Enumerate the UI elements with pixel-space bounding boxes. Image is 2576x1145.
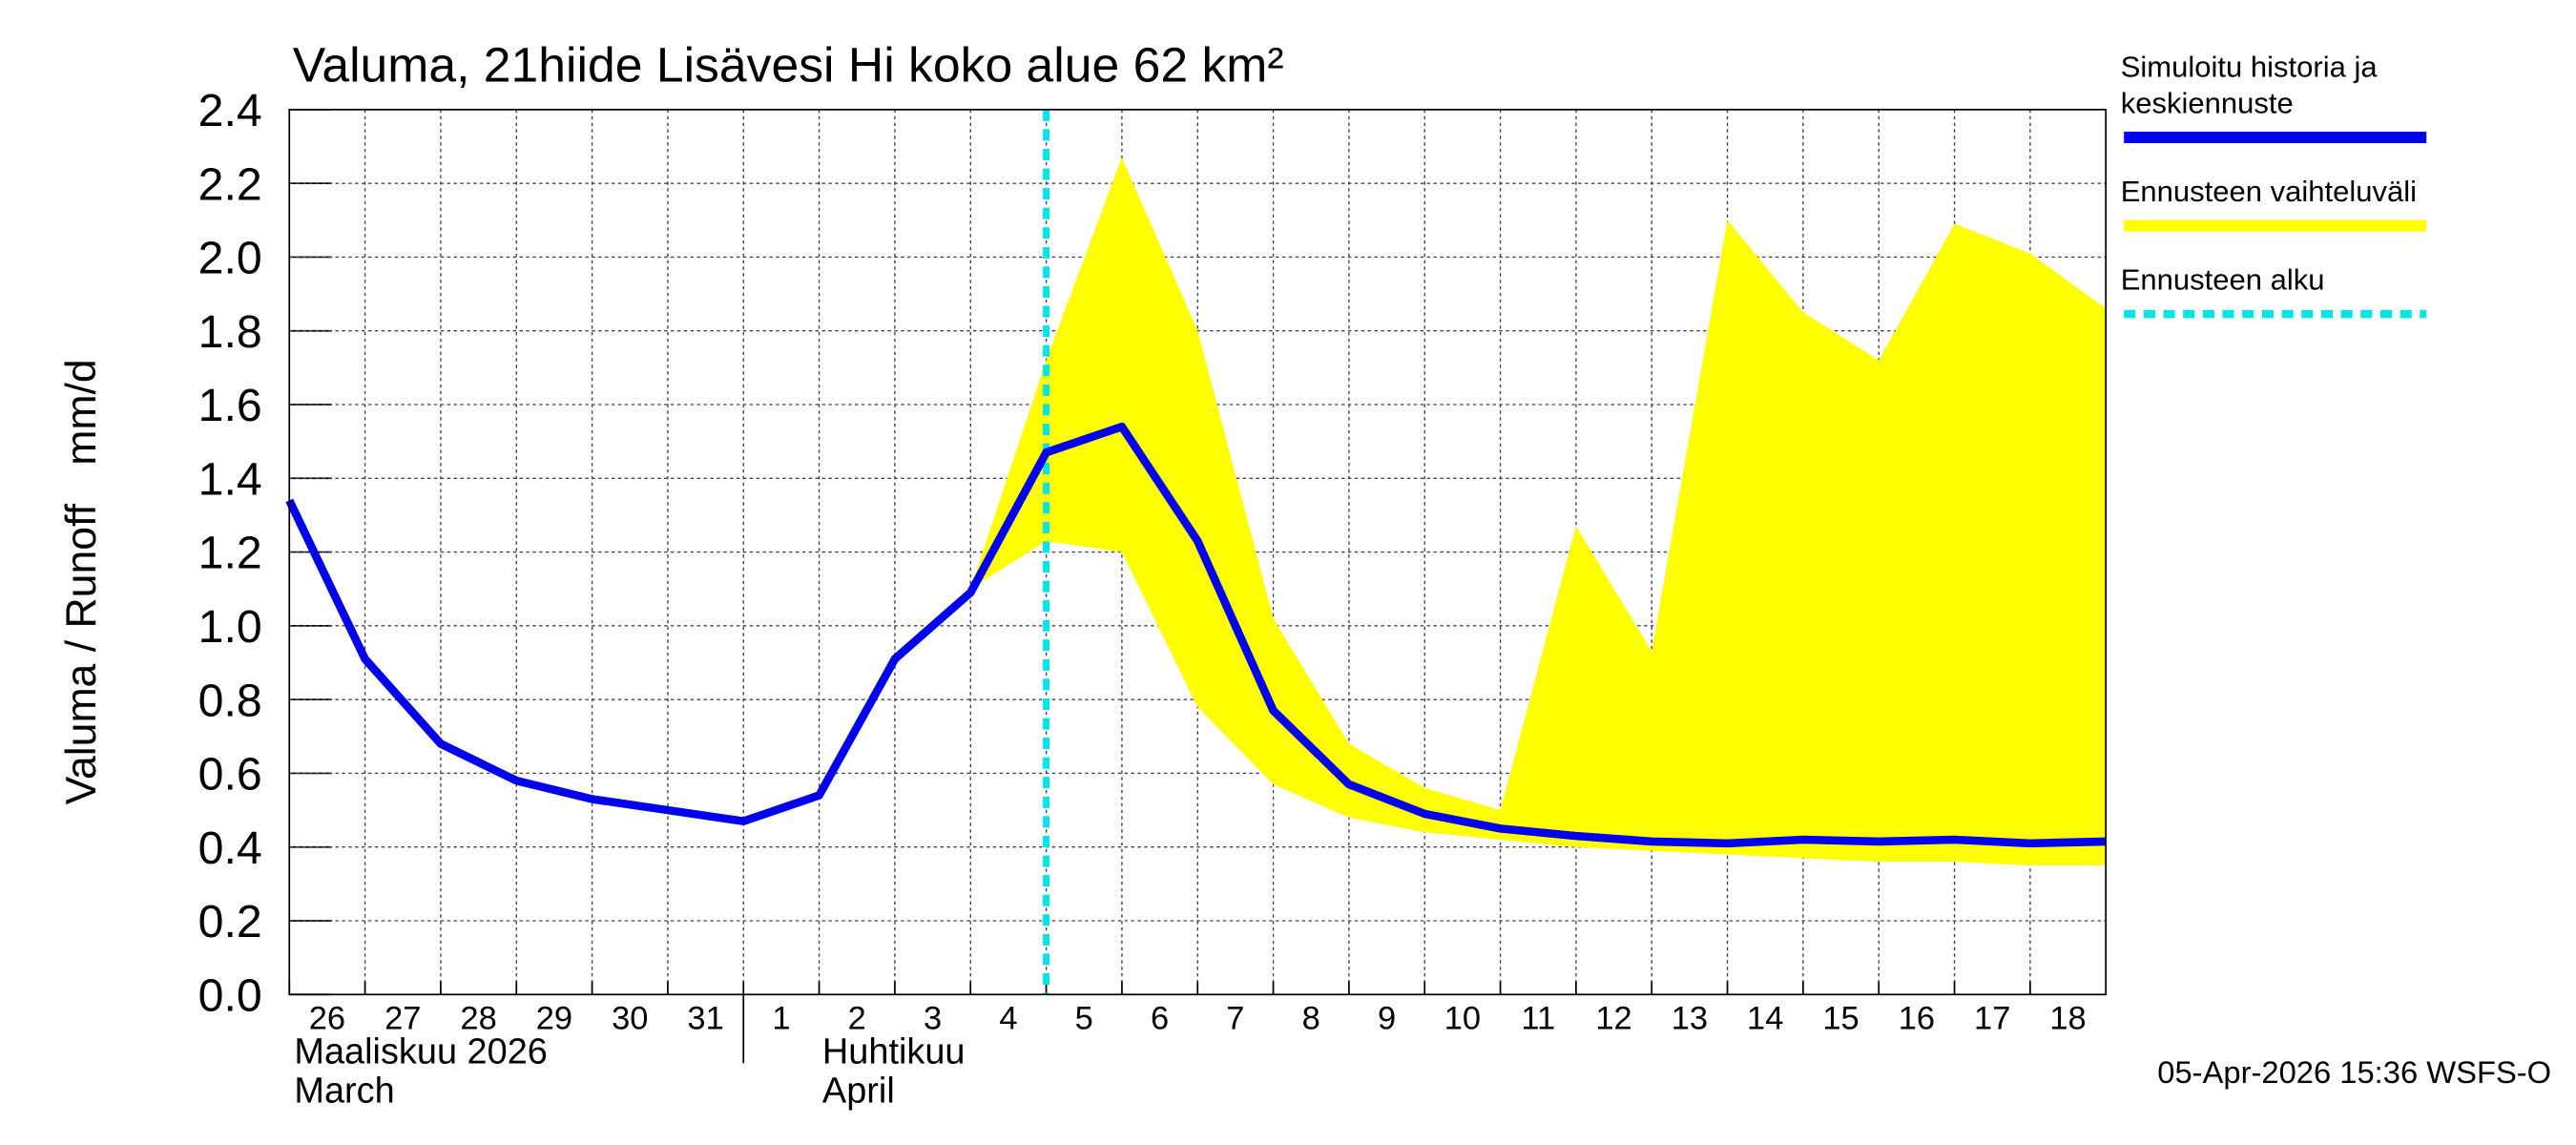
x-tick-label: 17 — [1974, 1000, 2010, 1036]
x-tick-label: 7 — [1226, 1000, 1244, 1036]
footer: 05-Apr-2026 15:36 WSFS-O — [2157, 1054, 2551, 1090]
x-tick-label: 12 — [1595, 1000, 1631, 1036]
x-tick-label: 1 — [772, 1000, 790, 1036]
y-tick-label: 0.0 — [198, 970, 262, 1022]
x-tick-label: 4 — [999, 1000, 1017, 1036]
x-tick-label: 13 — [1672, 1000, 1708, 1036]
y-tick-label: 2.0 — [198, 233, 262, 284]
chart-title: Valuma, 21hiide Lisävesi Hi koko alue 62… — [293, 37, 1284, 93]
plot-frame — [288, 109, 2108, 996]
y-tick-label: 2.4 — [198, 85, 262, 136]
x-tick-label: 5 — [1075, 1000, 1093, 1036]
x-tick-label: 29 — [536, 1000, 572, 1036]
x-tick-label: 6 — [1151, 1000, 1169, 1036]
x-tick-label: 26 — [309, 1000, 345, 1036]
y-tick-label: 0.4 — [198, 822, 262, 874]
legend-text: Ennusteen alku — [2120, 263, 2325, 297]
y-tick-label: 2.2 — [198, 158, 262, 210]
x-tick-label: 9 — [1378, 1000, 1396, 1036]
y-tick-label: 0.8 — [198, 675, 262, 726]
legend-label: Ennusteen vaihteluväli — [2120, 175, 2418, 208]
y-tick-label: 1.0 — [198, 601, 262, 653]
x-tick-label: 15 — [1822, 1000, 1859, 1036]
y-axis-label: Valuma / Runoff — [58, 503, 105, 804]
month-label: March — [294, 1072, 394, 1112]
x-tick-label: 27 — [384, 1000, 421, 1036]
x-tick-label: 31 — [687, 1000, 723, 1036]
legend-label: Simuloitu historia ja keskiennuste — [2120, 51, 2378, 120]
x-tick-label: 3 — [924, 1000, 942, 1036]
y-tick-label: 1.4 — [198, 454, 262, 506]
forecast-band — [970, 157, 2107, 866]
legend-label: Ennusteen alku — [2120, 263, 2325, 297]
legend-text: Simuloitu historia ja keskiennuste — [2120, 51, 2378, 120]
x-tick-label: 10 — [1444, 1000, 1481, 1036]
x-tick-label: 8 — [1302, 1000, 1320, 1036]
month-label: Huhtikuu — [822, 1031, 966, 1072]
series-line — [285, 422, 2107, 848]
y-axis-unit: mm/d — [58, 359, 105, 465]
y-tick-label: 0.6 — [198, 749, 262, 801]
x-tick-label: 18 — [2049, 1000, 2086, 1036]
y-tick-label: 0.2 — [198, 896, 262, 947]
month-label: April — [822, 1072, 895, 1112]
x-tick-label: 30 — [612, 1000, 648, 1036]
month-label: Maaliskuu 2026 — [294, 1031, 547, 1072]
x-tick-label: 16 — [1899, 1000, 1935, 1036]
y-tick-label: 1.2 — [198, 528, 262, 579]
x-tick-label: 28 — [460, 1000, 496, 1036]
y-tick-label: 1.6 — [198, 380, 262, 431]
x-tick-label: 2 — [848, 1000, 866, 1036]
legend-text: Ennusteen vaihteluväli — [2120, 175, 2418, 208]
x-tick-label: 14 — [1747, 1000, 1783, 1036]
y-tick-label: 1.8 — [198, 306, 262, 358]
x-tick-label: 11 — [1521, 1000, 1555, 1036]
